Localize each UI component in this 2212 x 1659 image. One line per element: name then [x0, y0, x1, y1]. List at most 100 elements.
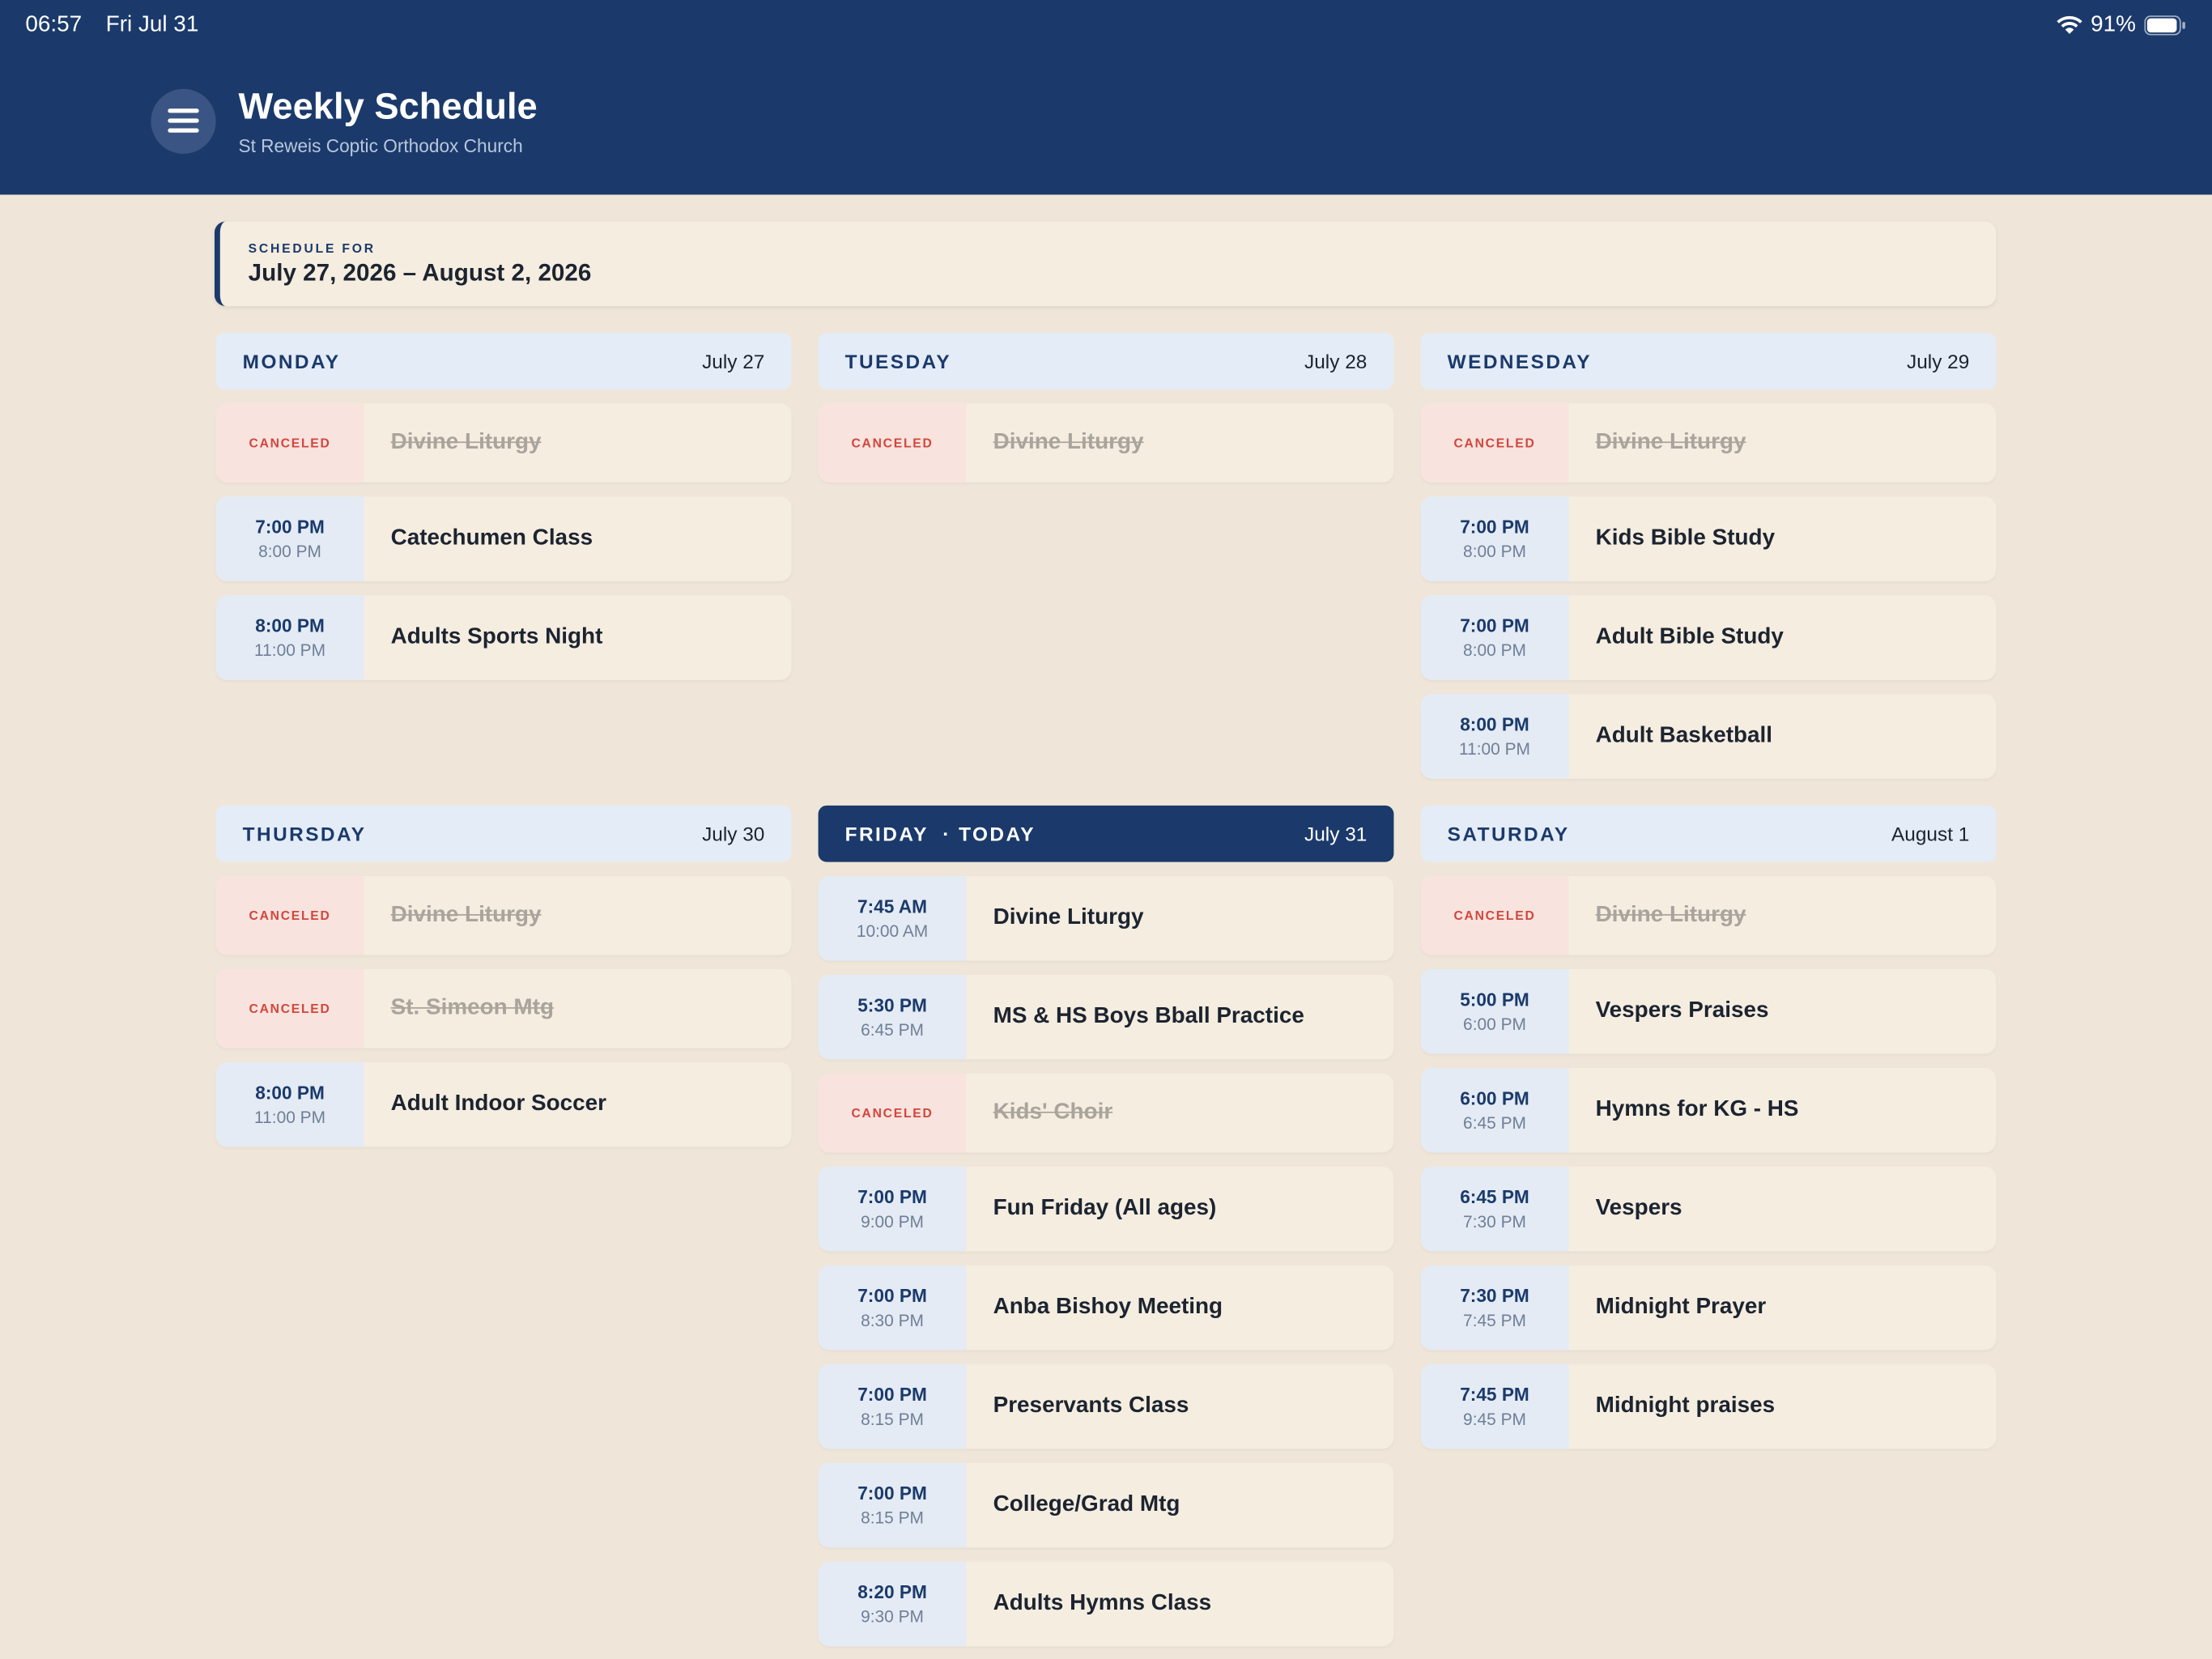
- event[interactable]: 7:45 PM 9:45 PM Midnight praises: [1420, 1363, 1997, 1449]
- event-title: Divine Liturgy: [993, 905, 1144, 930]
- event-title: Catechumen Class: [390, 525, 593, 551]
- day-header: MONDAY July 27: [215, 333, 792, 389]
- start-time: 6:00 PM: [1460, 1087, 1529, 1109]
- event-title: Adult Basketball: [1595, 723, 1773, 748]
- event-time: 7:30 PM 7:45 PM: [1420, 1265, 1569, 1351]
- event-title: Hymns for KG - HS: [1595, 1097, 1799, 1122]
- event-title: Adult Bible Study: [1595, 624, 1784, 649]
- page-subtitle: St Reweis Coptic Orthodox Church: [238, 135, 523, 157]
- day-header: TUESDAY July 28: [818, 333, 1394, 389]
- wifi-icon: [2057, 15, 2082, 34]
- event[interactable]: 8:20 PM 9:30 PM Adults Hymns Class: [818, 1561, 1394, 1647]
- day-column: FRIDAY · TODAY July 31 7:45 AM 10:00 AM Divin…: [818, 805, 1394, 1647]
- canceled-event[interactable]: CANCELED Divine Liturgy: [818, 403, 1394, 483]
- day-header: WEDNESDAY July 29: [1420, 333, 1997, 389]
- start-time: 7:00 PM: [857, 1384, 927, 1406]
- canceled-event[interactable]: CANCELED St. Simeon Mtg: [215, 968, 792, 1049]
- start-time: 8:20 PM: [857, 1581, 927, 1603]
- event-title: Adults Sports Night: [390, 624, 603, 649]
- event-time: CANCELED: [215, 403, 364, 483]
- event-time: 7:00 PM 8:30 PM: [818, 1265, 967, 1351]
- event-time: CANCELED: [1420, 875, 1569, 955]
- canceled-badge: CANCELED: [249, 1002, 331, 1016]
- end-time: 8:15 PM: [861, 1508, 924, 1528]
- event-title: Fun Friday (All ages): [993, 1196, 1217, 1221]
- day-header: THURSDAY July 30: [215, 805, 792, 862]
- start-time: 5:00 PM: [1460, 989, 1529, 1010]
- event[interactable]: 6:00 PM 6:45 PM Hymns for KG - HS: [1420, 1067, 1997, 1153]
- event-time: 7:00 PM 8:00 PM: [1420, 496, 1569, 581]
- canceled-event[interactable]: CANCELED Divine Liturgy: [215, 403, 792, 483]
- end-time: 11:00 PM: [1459, 738, 1530, 759]
- event[interactable]: 7:00 PM 8:00 PM Catechumen Class: [215, 496, 792, 581]
- event-title: Midnight Prayer: [1595, 1295, 1767, 1320]
- battery-percent: 91%: [2091, 12, 2136, 37]
- event-title: Divine Liturgy: [1595, 903, 1746, 927]
- day-date: July 28: [1304, 350, 1368, 372]
- event-title: Midnight praises: [1595, 1393, 1776, 1419]
- start-time: 8:00 PM: [1460, 713, 1529, 735]
- start-time: 6:45 PM: [1460, 1186, 1529, 1208]
- end-time: 6:00 PM: [1463, 1014, 1526, 1035]
- event-time: 6:00 PM 6:45 PM: [1420, 1067, 1569, 1153]
- event[interactable]: 5:30 PM 6:45 PM MS & HS Boys Bball Practic…: [818, 974, 1394, 1060]
- event[interactable]: 7:00 PM 8:30 PM Anba Bishoy Meeting: [818, 1265, 1394, 1351]
- day-column: MONDAY July 27 CANCELED Divine Liturgy 7:00 …: [215, 333, 792, 779]
- canceled-event[interactable]: CANCELED Divine Liturgy: [1420, 403, 1997, 483]
- day-column: TUESDAY July 28 CANCELED Divine Liturgy: [818, 333, 1394, 779]
- top-bar: 06:57 Fri Jul 31 91% Weekly Schedule St …: [0, 0, 2212, 195]
- event-time: 7:00 PM 8:15 PM: [818, 1363, 967, 1449]
- event-time: 7:45 AM 10:00 AM: [818, 875, 967, 961]
- end-time: 6:45 PM: [861, 1019, 924, 1040]
- event[interactable]: 7:30 PM 7:45 PM Midnight Prayer: [1420, 1265, 1997, 1351]
- event[interactable]: 7:00 PM 8:00 PM Adult Bible Study: [1420, 595, 1997, 680]
- today-tag: · TODAY: [942, 822, 1036, 845]
- event[interactable]: 6:45 PM 7:30 PM Vespers: [1420, 1166, 1997, 1252]
- start-time: 5:30 PM: [857, 994, 927, 1016]
- event-title: Kids' Choir: [993, 1100, 1113, 1125]
- end-time: 11:00 PM: [254, 640, 326, 661]
- day-name: MONDAY: [242, 350, 341, 372]
- event-title: Kids Bible Study: [1595, 525, 1776, 551]
- event[interactable]: 8:00 PM 11:00 PM Adults Sports Night: [215, 595, 792, 680]
- event-title: Divine Liturgy: [1595, 430, 1746, 455]
- start-time: 7:00 PM: [1460, 516, 1529, 538]
- menu-button[interactable]: [151, 88, 216, 154]
- event[interactable]: 7:00 PM 9:00 PM Fun Friday (All ages): [818, 1166, 1394, 1252]
- start-time: 7:45 AM: [857, 895, 928, 917]
- day-name: THURSDAY: [242, 822, 367, 845]
- event[interactable]: 8:00 PM 11:00 PM Adult Indoor Soccer: [215, 1061, 792, 1147]
- event[interactable]: 7:00 PM 8:15 PM Preservants Class: [818, 1363, 1394, 1449]
- event-title: MS & HS Boys Bball Practice: [993, 1004, 1304, 1029]
- event-title: Divine Liturgy: [993, 430, 1144, 455]
- schedule-range: SCHEDULE FOR July 27, 2026 – August 2, 2…: [214, 221, 1997, 307]
- event-time: 8:00 PM 11:00 PM: [215, 595, 364, 680]
- start-time: 8:00 PM: [255, 615, 325, 636]
- event-time: CANCELED: [215, 968, 364, 1049]
- canceled-event[interactable]: CANCELED Kids' Choir: [818, 1073, 1394, 1153]
- event[interactable]: 8:00 PM 11:00 PM Adult Basketball: [1420, 694, 1997, 779]
- event-title: College/Grad Mtg: [993, 1492, 1180, 1517]
- day-date: July 30: [702, 822, 765, 845]
- event-time: 8:00 PM 11:00 PM: [215, 1061, 364, 1147]
- status-date: Fri Jul 31: [105, 12, 199, 37]
- day-name: TUESDAY: [844, 350, 952, 372]
- day-column: THURSDAY July 30 CANCELED Divine Liturgy CAN…: [215, 805, 792, 1646]
- range-label: SCHEDULE FOR: [248, 240, 376, 256]
- event-title: Vespers: [1595, 1196, 1682, 1221]
- canceled-event[interactable]: CANCELED Divine Liturgy: [215, 875, 792, 955]
- event[interactable]: 7:45 AM 10:00 AM Divine Liturgy: [818, 875, 1394, 961]
- start-time: 7:00 PM: [857, 1285, 927, 1307]
- event-time: 8:20 PM 9:30 PM: [818, 1561, 967, 1647]
- canceled-badge: CANCELED: [249, 908, 331, 923]
- event[interactable]: 7:00 PM 8:00 PM Kids Bible Study: [1420, 496, 1997, 581]
- event[interactable]: 5:00 PM 6:00 PM Vespers Praises: [1420, 968, 1997, 1054]
- canceled-event[interactable]: CANCELED Divine Liturgy: [1420, 875, 1997, 955]
- event-title: Divine Liturgy: [390, 903, 542, 927]
- day-name: SATURDAY: [1447, 822, 1570, 845]
- event-time: CANCELED: [818, 1073, 967, 1153]
- event[interactable]: 7:00 PM 8:15 PM College/Grad Mtg: [818, 1462, 1394, 1548]
- day-name: FRIDAY: [844, 822, 929, 845]
